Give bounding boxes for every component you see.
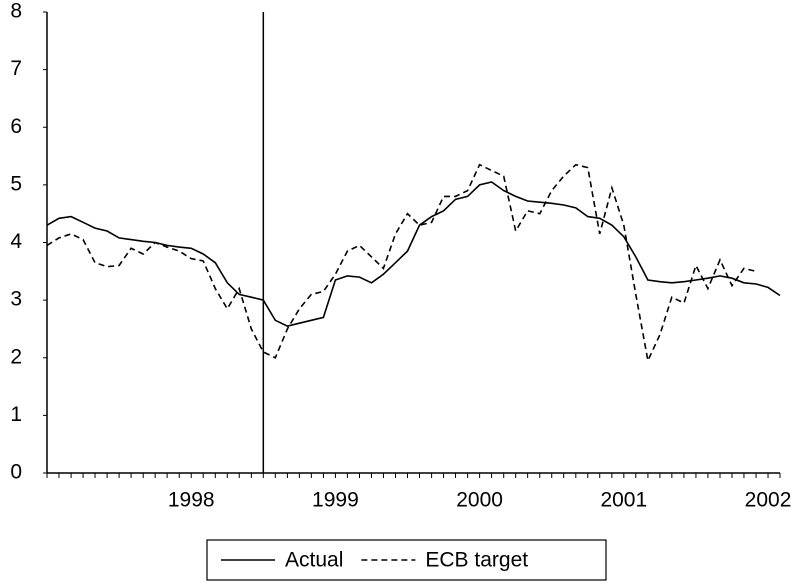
legend-label: Actual xyxy=(285,549,343,572)
y-tick-label: 7 xyxy=(10,57,22,80)
y-tick-label: 8 xyxy=(10,0,22,23)
y-tick-label: 1 xyxy=(10,403,22,426)
legend-box xyxy=(206,539,607,581)
y-tick-label: 2 xyxy=(10,345,22,368)
x-tick-label: 1998 xyxy=(168,489,215,512)
x-tick-label: 2001 xyxy=(600,489,647,512)
y-tick-label: 3 xyxy=(10,288,22,311)
y-tick-label: 6 xyxy=(10,115,22,138)
y-tick-label: 5 xyxy=(10,172,22,195)
x-tick-label: 2000 xyxy=(456,489,503,512)
series-line xyxy=(46,163,757,364)
y-tick-label: 0 xyxy=(10,461,22,484)
legend-label: ECB target xyxy=(425,549,528,572)
x-tick-label: 1999 xyxy=(312,489,359,512)
series-line xyxy=(46,181,781,327)
y-tick-label: 4 xyxy=(10,230,22,253)
x-tick-label: 2002 xyxy=(745,489,792,512)
